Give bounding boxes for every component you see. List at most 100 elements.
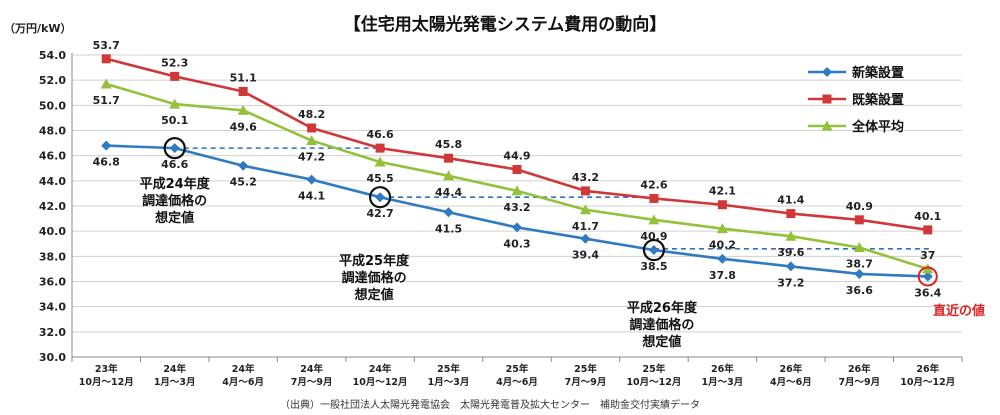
data-label: 44.9 [503, 150, 530, 163]
data-label: 46.6 [367, 128, 394, 141]
data-label: 51.7 [93, 94, 120, 107]
data-point [854, 268, 865, 279]
data-label: 41.5 [435, 222, 462, 235]
data-label: 39.6 [777, 246, 804, 259]
data-label: 37 [920, 249, 935, 262]
x-tick-label-period: 1月～3月 [154, 377, 196, 388]
data-point [375, 143, 385, 153]
data-point [443, 207, 454, 218]
x-tick-label-year: 25年 [643, 363, 666, 375]
legend-label: 新築設置 [852, 65, 904, 81]
data-point [786, 209, 796, 219]
data-label: 40.9 [846, 200, 873, 213]
y-tick-label: 46.0 [39, 150, 66, 163]
data-point [649, 193, 659, 203]
x-tick-label-year: 25年 [506, 363, 529, 375]
data-label: 44.4 [435, 186, 462, 199]
data-point [101, 140, 112, 151]
x-tick-label-period: 1月～3月 [428, 377, 470, 388]
data-point [238, 160, 249, 171]
y-tick-label: 38.0 [39, 250, 66, 263]
data-label: 43.2 [503, 201, 530, 214]
y-tick-label: 32.0 [39, 326, 66, 339]
x-tick-label-period: 10月～12月 [353, 377, 408, 388]
data-point [580, 233, 591, 244]
annotation-text: 平成26年度 [627, 300, 698, 316]
data-point [238, 86, 248, 96]
data-label: 44.1 [298, 190, 325, 203]
data-label: 45.2 [230, 176, 257, 189]
data-label: 37.2 [777, 276, 804, 289]
x-tick-label-period: 10月～12月 [79, 377, 134, 388]
series-group [100, 54, 934, 282]
y-ticks: 30.0 32.0 34.0 36.0 38.0 40.0 42.0 44.0 46.0 48.0… [39, 49, 66, 364]
data-point [648, 245, 659, 256]
x-tick-label-period: 7月～9月 [565, 377, 607, 388]
data-point [716, 223, 728, 234]
x-tick-label-period: 7月～9月 [291, 377, 333, 388]
data-point [169, 143, 180, 154]
data-label: 43.2 [572, 171, 599, 184]
x-tick-label-year: 23年 [95, 363, 118, 375]
data-label: 40.1 [914, 210, 941, 223]
data-label: 36.4 [914, 286, 941, 299]
reference-lines [174, 147, 930, 250]
annotation-text: 調達価格の [342, 270, 407, 286]
data-label: 46.8 [93, 156, 120, 169]
data-point [306, 135, 318, 146]
x-tick-label-year: 25年 [574, 363, 597, 375]
data-point [717, 253, 728, 264]
data-point [717, 200, 727, 210]
x-tick-label-year: 26年 [848, 363, 871, 375]
y-tick-label: 30.0 [39, 351, 66, 364]
y-tick-label: 42.0 [39, 200, 66, 213]
data-point [375, 192, 386, 203]
data-label: 40.9 [640, 230, 667, 243]
data-point [922, 271, 933, 282]
y-tick-label: 34.0 [39, 301, 66, 314]
data-point [785, 261, 796, 272]
axes [71, 53, 962, 358]
data-label: 49.6 [230, 120, 257, 133]
y-tick-label: 44.0 [39, 175, 66, 188]
y-tick-label: 50.0 [39, 99, 66, 112]
y-tick-label: 36.0 [39, 276, 66, 289]
y-tick-label: 48.0 [39, 125, 66, 138]
data-point [512, 165, 522, 175]
x-tick-label-period: 4月～6月 [496, 377, 538, 388]
legend-label: 既築設置 [852, 92, 904, 108]
data-point [306, 174, 317, 185]
data-label: 45.5 [367, 172, 394, 185]
data-label: 40.2 [709, 239, 736, 252]
latest-value-note: 直近の値 [933, 303, 985, 319]
annotation-text: 想定値 [155, 210, 194, 226]
annotations: 平成24年度調達価格の想定値平成25年度調達価格の想定値平成26年度調達価格の想… [140, 137, 938, 350]
data-label: 39.4 [572, 249, 599, 262]
highlight-circle [368, 186, 392, 209]
data-point [648, 214, 660, 225]
x-tick-label-year: 25年 [437, 363, 460, 375]
data-point [169, 98, 181, 109]
data-point [443, 170, 455, 181]
data-label: 41.7 [572, 220, 599, 233]
data-point [579, 204, 591, 215]
legend-marker [822, 67, 832, 77]
x-ticks: 23年 10月～12月 24年 1月～3月 24年 4月～6月 24年 7月～9月 24年 10月… [71, 357, 963, 388]
x-tick-label-year: 26年 [779, 363, 802, 375]
data-label: 47.2 [298, 151, 325, 164]
source-note: （出典）一般社団法人太陽光発電協会 太陽光発電普及拡大センター 補助金交付実績デ… [280, 398, 700, 411]
data-point [100, 78, 112, 89]
annotation-text: 想定値 [355, 287, 394, 303]
annotation-text: 調達価格の [629, 317, 694, 333]
annotation-text: 調達価格の [142, 193, 207, 209]
data-label: 42.7 [367, 207, 394, 220]
data-label: 37.8 [709, 269, 736, 282]
annotation-text: 平成25年度 [339, 253, 410, 269]
x-tick-label-year: 24年 [232, 363, 255, 375]
data-label: 38.7 [846, 258, 873, 271]
annotation-text: 平成24年度 [140, 176, 211, 192]
data-label: 41.4 [777, 194, 804, 207]
data-label: 48.2 [298, 108, 325, 121]
